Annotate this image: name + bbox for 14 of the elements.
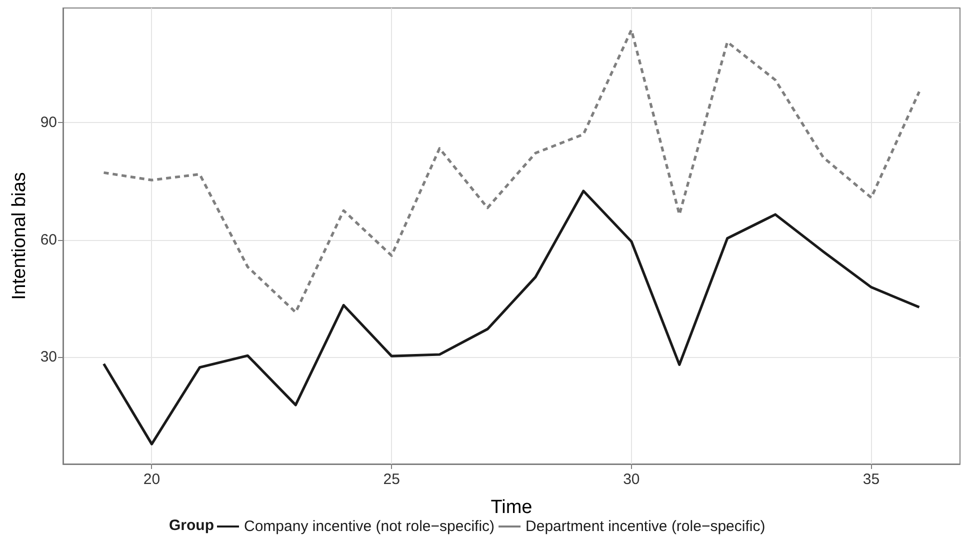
line-series bbox=[102, 28, 921, 314]
x-tick-label: 30 bbox=[623, 471, 640, 488]
x-tick-label: 35 bbox=[862, 471, 880, 488]
line-series bbox=[102, 190, 921, 446]
y-tick-label: 90 bbox=[40, 114, 57, 132]
x-tick-label: 20 bbox=[143, 471, 160, 488]
y-tick-label: 60 bbox=[40, 231, 57, 248]
legend-label: Company incentive (not role−specific) bbox=[244, 518, 495, 535]
legend-title: Group bbox=[169, 517, 214, 534]
x-tick-label: 25 bbox=[383, 471, 400, 488]
legend-label: Department incentive (role−specific) bbox=[526, 518, 766, 535]
y-tick-label: 30 bbox=[40, 348, 57, 366]
y-axis-title: Intentional bias bbox=[9, 172, 30, 300]
x-axis-title: Time bbox=[490, 497, 532, 518]
